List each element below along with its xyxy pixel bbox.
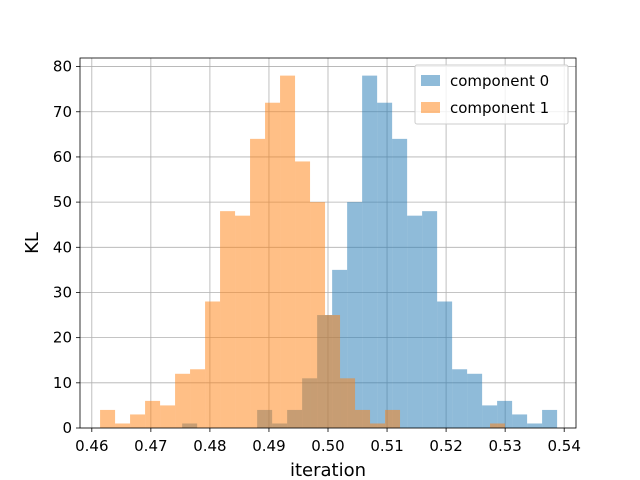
y-tick-label: 30 bbox=[53, 283, 72, 301]
y-tick-label: 60 bbox=[53, 148, 72, 166]
histogram-bar bbox=[130, 414, 146, 428]
histogram-bar bbox=[452, 369, 468, 428]
histogram-bar bbox=[385, 409, 401, 428]
histogram-bar bbox=[205, 301, 221, 428]
histogram-bar bbox=[115, 423, 131, 428]
histogram-bar bbox=[310, 202, 326, 428]
legend: component 0 component 1 bbox=[414, 64, 569, 125]
histogram-bar bbox=[347, 202, 363, 428]
legend-label: component 0 bbox=[450, 72, 549, 90]
legend-frame bbox=[414, 64, 569, 125]
histogram-bar bbox=[490, 423, 506, 428]
histogram-bar bbox=[355, 409, 371, 428]
y-tick-label: 0 bbox=[62, 419, 72, 437]
histogram-bar bbox=[377, 102, 393, 428]
histogram-bar bbox=[482, 405, 498, 428]
histogram-bar bbox=[280, 75, 296, 428]
x-tick-label: 0.46 bbox=[75, 437, 108, 455]
histogram-bar bbox=[370, 423, 386, 428]
ticks-layer: 0.46 0.47 0.48 0.49 0.50 0.51 0.52 0.53 0.54 0 10 2… bbox=[53, 58, 581, 455]
histogram-bar bbox=[325, 315, 341, 428]
histogram-bar bbox=[527, 423, 543, 428]
histogram-bar bbox=[160, 405, 176, 428]
y-tick-label: 70 bbox=[53, 103, 72, 121]
histogram-bar bbox=[235, 215, 251, 428]
histogram-bar bbox=[295, 161, 311, 428]
x-tick-label: 0.54 bbox=[547, 437, 580, 455]
histogram-bar bbox=[175, 373, 191, 428]
y-axis-label: KL bbox=[22, 232, 43, 254]
bars-layer bbox=[100, 75, 558, 428]
histogram-bar bbox=[512, 414, 528, 428]
legend-item: component 1 bbox=[421, 99, 549, 117]
histogram-bar bbox=[265, 102, 281, 428]
x-tick-label: 0.47 bbox=[134, 437, 167, 455]
x-tick-label: 0.52 bbox=[429, 437, 462, 455]
histogram-bar bbox=[220, 211, 236, 428]
x-tick-label: 0.51 bbox=[370, 437, 403, 455]
y-tick-label: 10 bbox=[53, 374, 72, 392]
histogram-bar bbox=[250, 138, 266, 428]
histogram-bar bbox=[467, 373, 483, 428]
histogram-bar bbox=[407, 215, 423, 428]
histogram-bar bbox=[542, 409, 558, 428]
x-tick-label: 0.53 bbox=[488, 437, 521, 455]
legend-swatch bbox=[421, 75, 440, 86]
x-tick-label: 0.49 bbox=[252, 437, 285, 455]
y-tick-label: 50 bbox=[53, 193, 72, 211]
legend-swatch bbox=[421, 102, 440, 113]
histogram-bar bbox=[362, 75, 378, 428]
histogram-bar bbox=[497, 400, 513, 428]
histogram-bar bbox=[145, 400, 161, 428]
histogram-bar bbox=[392, 138, 408, 428]
series-1-bars bbox=[100, 75, 506, 428]
x-axis-label: iteration bbox=[290, 460, 366, 480]
histogram-bar bbox=[422, 211, 438, 428]
x-tick-label: 0.48 bbox=[193, 437, 226, 455]
y-tick-label: 20 bbox=[53, 329, 72, 347]
histogram-bar bbox=[190, 369, 206, 428]
legend-label: component 1 bbox=[450, 99, 549, 117]
histogram-bar bbox=[437, 301, 453, 428]
y-tick-label: 80 bbox=[53, 58, 72, 76]
y-tick-label: 40 bbox=[53, 238, 72, 256]
x-tick-label: 0.50 bbox=[311, 437, 344, 455]
legend-item: component 0 bbox=[421, 72, 549, 90]
histogram-bar bbox=[340, 378, 356, 428]
histogram-bar bbox=[100, 409, 116, 428]
